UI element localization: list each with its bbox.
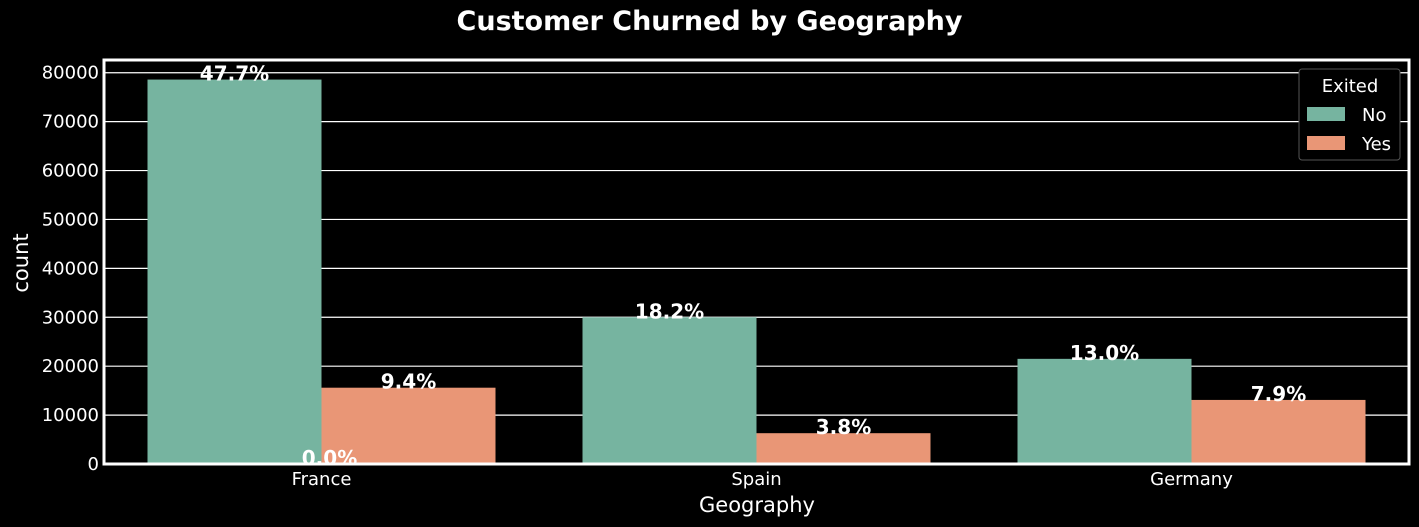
- bar-value-label: 9.4%: [381, 370, 436, 394]
- bar-yes: [1191, 399, 1366, 464]
- y-tick-label: 70000: [42, 112, 99, 133]
- bar-value-label: 47.7%: [200, 62, 269, 86]
- bar-value-label: 18.2%: [635, 299, 704, 323]
- y-tick-label: 30000: [42, 307, 99, 328]
- bar-no: [147, 79, 322, 465]
- legend-swatch-no: [1307, 107, 1345, 121]
- bar-value-label: 13.0%: [1070, 341, 1139, 365]
- bar-no: [582, 317, 757, 464]
- chart-title: Customer Churned by Geography: [456, 6, 963, 37]
- y-tick-label: 60000: [42, 161, 99, 182]
- legend-swatch-yes: [1307, 136, 1345, 150]
- legend-label-no: No: [1362, 105, 1386, 126]
- zero-value-label: 0.0%: [302, 446, 357, 470]
- bar-yes: [756, 433, 931, 464]
- legend: Exited No Yes: [1298, 68, 1401, 161]
- x-tick-label: France: [292, 469, 352, 490]
- y-axis-label: count: [9, 233, 33, 292]
- bar-value-label: 3.8%: [816, 415, 871, 439]
- legend-title: Exited: [1322, 76, 1379, 97]
- legend-label-yes: Yes: [1361, 134, 1391, 155]
- y-axis-ticks: 0 10000 20000 30000 40000 50000 60000 70000 8000…: [42, 63, 99, 475]
- y-tick-label: 20000: [42, 356, 99, 377]
- plot-frame: [102, 58, 1411, 466]
- bar-value-label: 7.9%: [1251, 382, 1306, 406]
- y-tick-label: 80000: [42, 63, 99, 84]
- y-tick-label: 50000: [42, 209, 99, 230]
- x-tick-label: Spain: [731, 469, 781, 490]
- y-tick-label: 0: [88, 454, 99, 475]
- x-axis-label: Geography: [699, 493, 815, 517]
- data-labels: 47.7% 18.2% 13.0% 9.4% 3.8% 7.9% 0.0%: [200, 62, 1306, 470]
- bar-yes: [321, 387, 496, 464]
- bar-no: [1017, 358, 1192, 464]
- x-tick-label: Germany: [1150, 469, 1233, 490]
- x-axis-ticks: France Spain Germany: [292, 469, 1234, 490]
- y-tick-label: 40000: [42, 258, 99, 279]
- y-tick-label: 10000: [42, 405, 99, 426]
- bars: [147, 79, 1366, 465]
